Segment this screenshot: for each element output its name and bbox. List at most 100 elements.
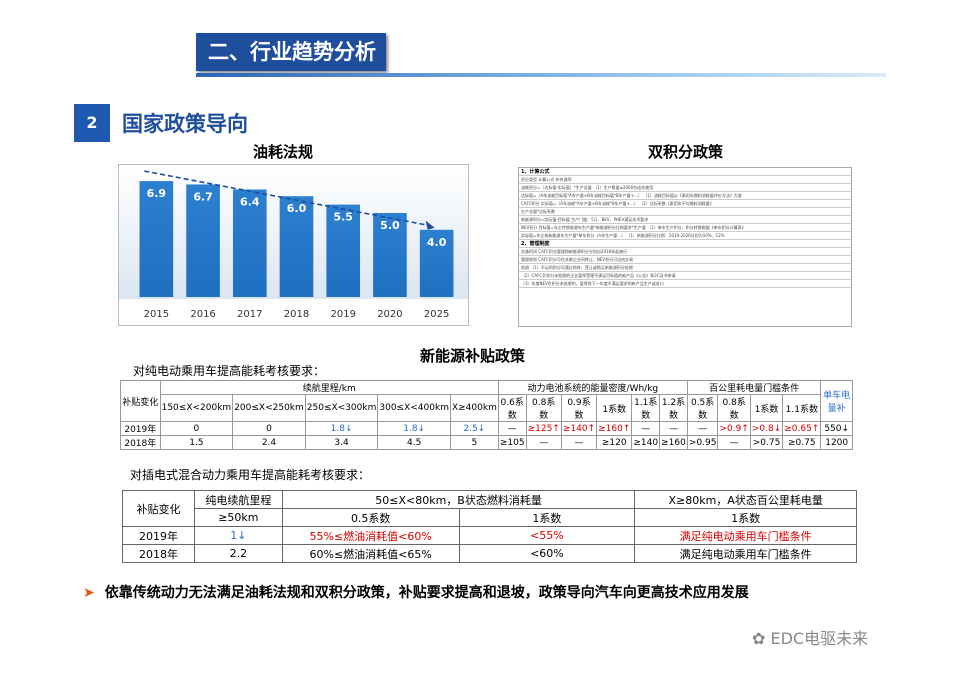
bev-cell: 4.5	[377, 435, 451, 450]
bev-energy-col: 1系数	[596, 394, 633, 422]
dual-credit-row: 实际值=车企各新能源车生产量*单车积分（A车生产量…） （1）新能源积分比例：2…	[519, 232, 851, 240]
phev-power-sub: 1系数	[634, 508, 857, 527]
conclusion-text: 依靠传统动力无法满足油耗法规和双积分政策，补贴要求提高和退坡，政策导向汽车向更高…	[104, 585, 749, 601]
bev-year: 2019年	[120, 421, 161, 436]
bev-energy-col: 0.8系数	[525, 394, 562, 422]
bev-single: 1200	[820, 435, 853, 450]
bar-value-label: 6.9	[147, 187, 167, 200]
bev-cell: ≥120	[596, 435, 633, 450]
dual-credit-row: 达标值=（A车油耗目标值*A车产量+B车油耗目标值*B车产量+…） （1）油耗目…	[519, 192, 851, 200]
policy-title: 国家政策导向	[122, 112, 248, 136]
bev-cell: ≥140	[631, 435, 661, 450]
table-row: 2019年 0 0 1.8↓ 1.8↓ 2.5↓ — ≥125↑ ≥140↑ ≥160↑ — — — >0…	[120, 421, 853, 436]
phev-range-header: 纯电续航里程	[193, 490, 283, 509]
trend-arrow-icon	[425, 220, 435, 230]
phev-c1: <60%	[458, 544, 636, 563]
bev-range-col: X≥400km	[449, 394, 499, 422]
bev-corner: 补贴变化	[120, 380, 161, 422]
dual-credit-row: CAFC积分 实际值=（A车油耗*A车产量+B车油耗*B车产量+…） （2）达标…	[519, 200, 851, 208]
phev-c1: <55%	[458, 526, 636, 545]
bar-value-label: 6.0	[287, 202, 307, 215]
phev-subsidy: 2.2	[193, 544, 283, 563]
bev-consumption-col: 0.8系数	[717, 394, 751, 422]
bev-energy-col: 0.6系数	[497, 394, 527, 422]
dual-credit-row: 积分类型 计算公式 补充说明	[519, 176, 851, 184]
bev-cell: 0	[159, 421, 234, 436]
dual-credit-row: 新能源积分=实际值-目标值 生产门槛：5万、BEV、PHEV满足技术要求	[519, 216, 851, 224]
phev-c05: 60%≤燃油消耗值<65%	[281, 544, 460, 563]
bar-2025	[419, 229, 454, 297]
bev-consumption-col: 1系数	[749, 394, 784, 422]
fuel-chart-title: 油耗法规	[253, 143, 314, 161]
bev-cell: 1.8↓	[377, 421, 451, 436]
phev-power-header: X≥80km，A状态百公里耗电量	[634, 490, 857, 509]
bev-cell: ≥125↑	[525, 421, 562, 436]
watermark-text: EDC电驱未来	[770, 629, 869, 648]
bev-cell: 1.5	[159, 435, 234, 450]
phev-c05: 55%≤燃油消耗值<60%	[281, 526, 460, 545]
x-tick-label: 2015	[144, 309, 169, 320]
arrow-right-icon: ➤	[83, 585, 95, 601]
dual-credit-row: 油耗积分=（达标值-实际值）*生产总量 （1）生产数量≥2000台适合使用	[519, 184, 851, 192]
dual-credit-row: 1、计算公式	[519, 168, 851, 176]
bar-value-label: 5.0	[380, 219, 400, 232]
bev-cell: ≥0.65↑	[782, 421, 822, 436]
policy-number: 2	[74, 104, 110, 142]
phev-range-sub: ≥50km	[193, 508, 283, 527]
wechat-icon: ✿	[752, 629, 766, 648]
bev-cell: —	[659, 421, 688, 436]
bev-cell: >0.95	[686, 435, 719, 450]
x-tick-label: 2025	[424, 309, 449, 320]
bev-cell: —	[525, 435, 562, 450]
bev-cell: 3.4	[304, 435, 379, 450]
bev-cell: 1.8↓	[304, 421, 379, 436]
bar-value-label: 4.0	[427, 236, 447, 249]
phev-fuel-header: 50≤X<80km，B状态燃料消耗量	[281, 490, 636, 509]
bev-subsidy-table: 补贴变化 续航里程/km 动力电池系统的能量密度/Wh/kg 百公里耗电量门槛条…	[120, 380, 853, 450]
bev-cell: ≥160	[659, 435, 688, 450]
bev-cell: >0.75	[749, 435, 784, 450]
phev-year: 2019年	[122, 526, 195, 545]
bev-cell: —	[497, 421, 527, 436]
bev-cell: ≥0.75	[782, 435, 822, 450]
bar-2018	[279, 196, 314, 297]
bev-cell: —	[631, 421, 661, 436]
bev-range-header: 续航里程/km	[159, 380, 499, 395]
bar-2020	[373, 213, 407, 297]
fuel-chart-svg: 6.9 2015 6.7 2016 6.4 2017 6.0 2018 5.5 2019 5.0 20…	[119, 165, 468, 320]
bev-cell: 2.4	[232, 435, 306, 450]
dual-credit-row: 实施时间 CAFC积分管理和新能源积分分别自2018年起施行	[519, 248, 851, 256]
trend-line	[144, 170, 431, 227]
bev-energy-header: 动力电池系统的能量密度/Wh/kg	[497, 380, 688, 395]
x-tick-label: 2017	[237, 309, 262, 320]
bev-cell: ≥140↑	[560, 421, 598, 436]
phev-corner: 补贴变化	[122, 490, 195, 527]
dual-credit-table: 1、计算公式 积分类型 计算公式 补充说明 油耗积分=（达标值-实际值）*生产总量 …	[518, 167, 852, 327]
watermark: ✿ EDC电驱未来	[752, 625, 868, 649]
phev-year: 2018年	[122, 544, 195, 563]
dual-credit-row: 抵偿 （1）不足的积分可通过结转、受让或购买新能源积分抵偿	[519, 264, 851, 272]
dual-credit-row: （3）年度NEV负积分未抵偿的，暂停其下一年度不满足要求的新产品生产或进口	[519, 280, 851, 288]
dual-credit-row: 2、管理制度	[519, 240, 851, 248]
bev-cell: ≥160↑	[596, 421, 633, 436]
bev-single-header: 单车电量补	[820, 380, 853, 422]
bev-cell: 0	[232, 421, 306, 436]
bev-cell: ≥105	[497, 435, 527, 450]
bev-year: 2018年	[120, 435, 161, 450]
section-divider	[196, 73, 886, 77]
phev-subsidy: 1↓	[193, 526, 283, 545]
bev-energy-col: 0.9系数	[560, 394, 598, 422]
phev-fuel-sub-1: 1系数	[458, 508, 636, 527]
bev-cell: 5	[449, 435, 499, 450]
dual-credit-row: NEV积分 目标值=车企传统能源车生产量*新能源积分比例要求*生产量 （1）单车…	[519, 224, 851, 232]
bev-cell: —	[686, 421, 719, 436]
bev-consumption-col: 1.1系数	[782, 394, 822, 422]
bev-range-col: 200≤X<250km	[232, 394, 306, 422]
bar-2016	[186, 184, 220, 297]
bev-cell: >0.8↓	[749, 421, 784, 436]
section-title: 二、行业趋势分析	[196, 33, 386, 71]
bar-value-label: 5.5	[333, 211, 353, 224]
x-tick-label: 2016	[190, 309, 215, 320]
bev-energy-col: 1.2系数	[659, 394, 688, 422]
bev-consumption-col: 0.5系数	[686, 394, 719, 422]
